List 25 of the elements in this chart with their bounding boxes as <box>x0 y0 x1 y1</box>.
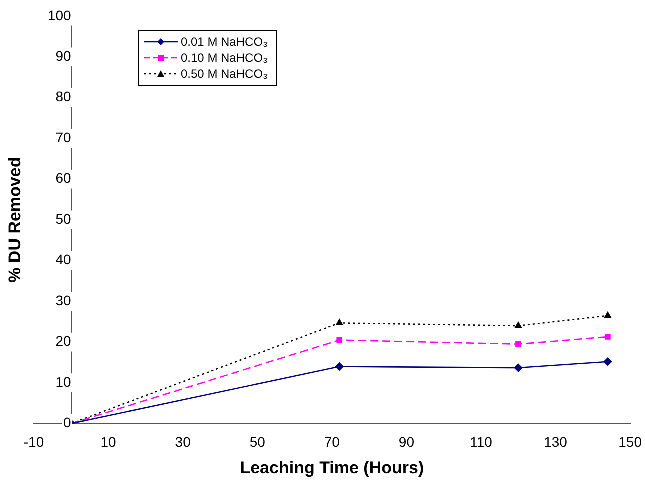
y-tick-label: 80 <box>56 88 72 105</box>
legend-label: 0.01 M NaHCO₃ <box>181 34 268 50</box>
x-axis-title: Leaching Time (Hours) <box>240 458 424 478</box>
y-tick-label: 70 <box>56 129 72 146</box>
x-tick-label: 110 <box>470 434 493 450</box>
y-tick-label: 60 <box>56 170 72 186</box>
x-tick-label: -10 <box>24 434 44 450</box>
x-tick-label: 130 <box>544 434 568 450</box>
y-axis-title: % DU Removed <box>6 157 25 283</box>
x-tick-label: 10 <box>100 434 117 450</box>
legend-label: 0.50 M NaHCO₃ <box>181 66 268 82</box>
y-tick-label: 10 <box>56 374 72 390</box>
legend-label: 0.10 M NaHCO₃ <box>181 50 268 66</box>
y-tick-label: 20 <box>56 333 72 350</box>
x-tick-label: 30 <box>175 434 192 450</box>
x-tick-label: 90 <box>398 434 415 450</box>
x-tick-label: 150 <box>618 434 642 450</box>
y-tick-label: 0 <box>63 414 72 431</box>
x-tick-label: 70 <box>324 434 340 450</box>
y-tick-label: 40 <box>56 252 72 268</box>
y-tick-label: 30 <box>56 292 72 308</box>
y-tick-label: 90 <box>56 48 72 64</box>
x-tick-label: 50 <box>250 434 266 450</box>
y-tick-label: 100 <box>48 7 72 24</box>
y-tick-label: 50 <box>56 210 72 227</box>
